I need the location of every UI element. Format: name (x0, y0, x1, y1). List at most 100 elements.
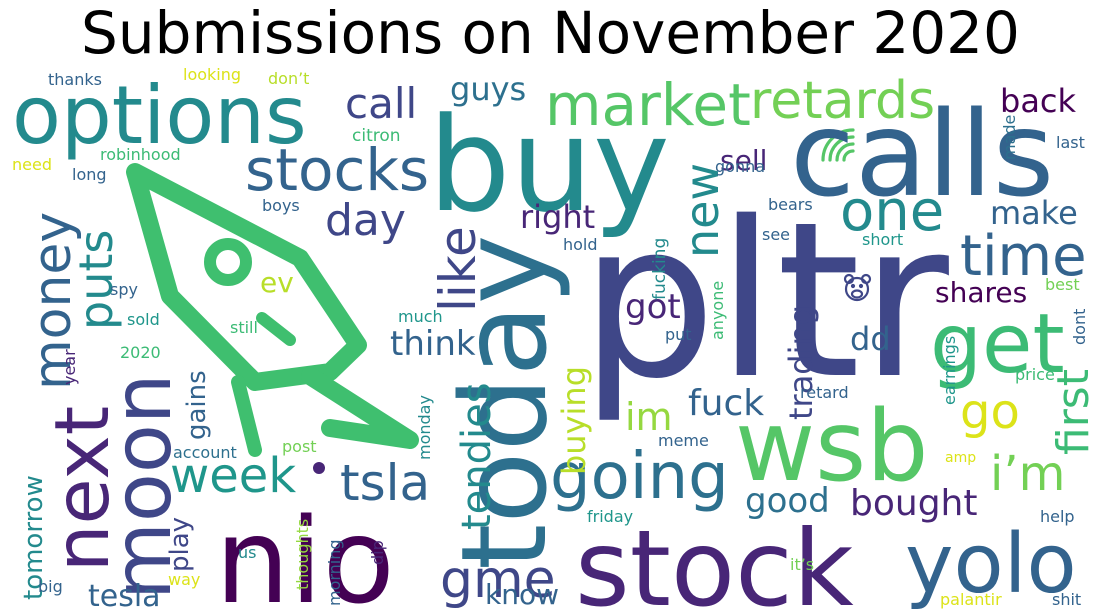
cloud-word: much (398, 307, 443, 326)
cloud-word: trading (782, 305, 820, 420)
cloud-word: made (1000, 115, 1019, 160)
cloud-word: help (1040, 507, 1075, 526)
cloud-word: going (550, 440, 729, 514)
cloud-word: get (930, 297, 1065, 392)
rainbow-icon (821, 128, 855, 162)
cloud-word: anyone (708, 281, 727, 340)
cloud-word: short (862, 230, 903, 249)
cloud-word: fucking (650, 238, 670, 300)
cloud-word: tsla (340, 454, 430, 512)
cloud-word: need (12, 155, 52, 174)
rocket-icon (126, 163, 419, 457)
cloud-word: one (840, 179, 944, 244)
cloud-word: post (282, 437, 317, 456)
cloud-word: dd (850, 320, 891, 358)
cloud-word: puts (69, 230, 123, 330)
cloud-word: gains (182, 370, 212, 440)
cloud-word: guys (450, 70, 526, 108)
cloud-word: still (230, 318, 258, 337)
cloud-word: tesla (88, 579, 161, 614)
cloud-word: stocks (245, 136, 429, 204)
cloud-word: us (238, 543, 256, 562)
cloud-word: sell (720, 144, 767, 177)
cloud-word: friday (587, 507, 633, 526)
cloud-word: buying (555, 366, 593, 475)
cloud-word: got (625, 287, 681, 327)
cloud-word: morning (325, 539, 344, 606)
cloud-word: tendies (454, 382, 500, 530)
cloud-word: im (625, 395, 673, 439)
cloud-word: tomorrow (19, 475, 49, 600)
cloud-word: buy (428, 89, 670, 241)
cloud-word: play (165, 517, 195, 572)
cloud-word: dont (1070, 309, 1089, 345)
cloud-word: fuck (688, 383, 764, 424)
cloud-word: way (168, 570, 200, 589)
cloud-word: pltr (580, 175, 950, 426)
cloud-word: dip (368, 540, 387, 565)
cloud-word: earnings (940, 336, 959, 405)
cloud-word: palantir (940, 590, 1002, 609)
cloud-word: long (72, 165, 107, 184)
cloud-word: make (990, 194, 1078, 232)
cloud-word: thoughts (293, 519, 312, 590)
cloud-word: money (23, 212, 83, 390)
cloud-word: next (38, 406, 126, 572)
cloud-word: put (665, 325, 692, 344)
cloud-word: shares (935, 276, 1027, 309)
cloud-word: it’s (790, 555, 814, 574)
cloud-word: new (675, 163, 729, 258)
cloud-word: sold (127, 310, 160, 329)
cloud-word: yolo (905, 517, 1077, 612)
cloud-word: i’m (990, 446, 1065, 502)
bullet-dot (313, 462, 325, 474)
cloud-word: like (429, 226, 487, 312)
cloud-word: shit (1052, 590, 1081, 609)
cloud-word: calls (790, 85, 1054, 223)
cloud-word: nio (215, 492, 395, 616)
cloud-word: retard (800, 383, 849, 402)
cloud-word: bought (850, 483, 977, 524)
cloud-word: back (1000, 82, 1077, 120)
cloud-word: think (390, 324, 476, 364)
cloud-word: good (745, 481, 830, 521)
cloud-word: best (1045, 275, 1080, 294)
cloud-word: right (520, 198, 595, 236)
cloud-word: options (12, 69, 307, 162)
cloud-word: day (325, 195, 406, 246)
cloud-word: gonna (715, 157, 765, 176)
cloud-word: bears (768, 195, 813, 214)
cloud-word: big (38, 577, 63, 596)
cloud-word: robinhood (100, 145, 181, 164)
cloud-word: wsb (735, 390, 928, 504)
cloud-word: spy (110, 280, 138, 299)
cloud-word: call (345, 79, 417, 128)
cloud-word: moon (96, 373, 189, 600)
cloud-word: know (485, 578, 559, 611)
cloud-word: boys (262, 196, 300, 215)
cloud-word: hold (563, 235, 598, 254)
cloud-word: time (960, 224, 1087, 289)
cloud-word: ev (260, 266, 294, 299)
cloud-word: today (435, 234, 573, 570)
cloud-word: account (173, 443, 237, 462)
cloud-word: week (170, 448, 296, 504)
cloud-word: meme (658, 431, 709, 450)
cloud-word: see (762, 225, 790, 244)
cloud-word: thanks (48, 70, 102, 89)
cloud-word: monday (415, 395, 434, 460)
cloud-word: 2020 (120, 343, 161, 362)
cloud-word: first (1048, 369, 1099, 455)
cloud-word: year (60, 349, 79, 385)
cloud-word: price (1015, 365, 1055, 384)
bear-icon (843, 273, 872, 302)
cloud-word: gme (440, 550, 556, 610)
cloud-word: don’t (268, 69, 309, 88)
cloud-word: retards (750, 71, 935, 131)
figure-title: Submissions on November 2020 (81, 0, 1020, 67)
cloud-word: stock (575, 508, 854, 616)
cloud-word: citron (352, 126, 401, 146)
